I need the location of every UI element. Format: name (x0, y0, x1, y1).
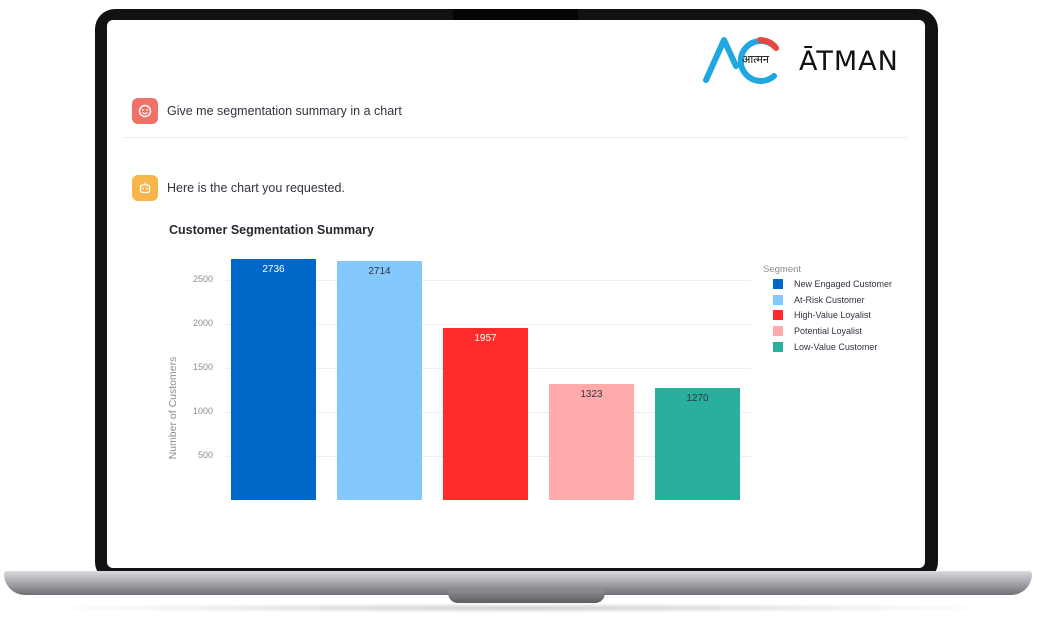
y-tick-label: 2500 (192, 274, 213, 284)
assistant-avatar (132, 175, 158, 201)
y-tick-label: 1500 (192, 362, 213, 372)
y-tick-label: 500 (197, 450, 213, 460)
gridline (225, 324, 751, 325)
y-tick-label: 1000 (192, 406, 213, 416)
legend-swatch (773, 326, 783, 337)
legend-item[interactable]: New Engaged Customer (773, 279, 892, 289)
legend-swatch (773, 341, 783, 352)
bar-data-label: 1323 (580, 388, 603, 400)
legend-label: Low-Value Customer (794, 341, 878, 352)
logo-wordmark: ĀTMAN (799, 46, 899, 77)
gridline (225, 280, 751, 281)
user-face-icon (138, 104, 152, 118)
legend-swatch (773, 310, 783, 321)
bar-data-label: 2714 (368, 266, 391, 278)
assistant-message: Here is the chart you requested. (132, 175, 345, 201)
legend-item[interactable]: High-Value Loyalist (773, 310, 871, 321)
legend-title: Segment (763, 264, 802, 275)
chart-title: Customer Segmentation Summary (169, 223, 374, 237)
legend-swatch (773, 279, 783, 289)
y-axis-label: Number of Customers (167, 356, 179, 460)
legend-swatch (773, 294, 783, 305)
user-message-text: Give me segmentation summary in a chart (167, 104, 402, 118)
user-message: Give me segmentation summary in a chart (132, 98, 402, 124)
atman-logo: आत्मन ĀTMAN (702, 32, 912, 92)
chart-bar[interactable] (655, 388, 740, 500)
chart-bar[interactable] (443, 327, 528, 500)
app-screen: आत्मन ĀTMAN Give me segmentation summary… (107, 20, 925, 568)
legend-label: High-Value Loyalist (794, 310, 871, 321)
chart-bar[interactable] (549, 383, 634, 500)
legend-item[interactable]: Low-Value Customer (773, 341, 878, 352)
laptop-base-notch (448, 590, 605, 603)
legend-label: New Engaged Customer (794, 279, 893, 289)
logo-devanagari: आत्मन (742, 53, 770, 66)
y-tick-label: 2000 (192, 318, 213, 328)
bar-data-label: 1270 (686, 393, 709, 405)
chart-bar[interactable] (337, 261, 422, 500)
laptop-shadow (30, 603, 1010, 613)
chat-divider (122, 137, 907, 138)
user-avatar (132, 98, 158, 124)
bar-data-label: 1957 (474, 332, 497, 344)
legend-item[interactable]: At-Risk Customer (773, 294, 865, 305)
logo-mark-icon (703, 37, 779, 84)
legend-label: Potential Loyalist (794, 326, 863, 337)
legend-label: At-Risk Customer (794, 294, 865, 305)
legend-item[interactable]: Potential Loyalist (773, 326, 863, 337)
bar-data-label: 2736 (262, 264, 285, 276)
robot-icon (139, 182, 151, 194)
assistant-message-text: Here is the chart you requested. (167, 181, 345, 195)
chart-bar[interactable] (231, 259, 316, 500)
